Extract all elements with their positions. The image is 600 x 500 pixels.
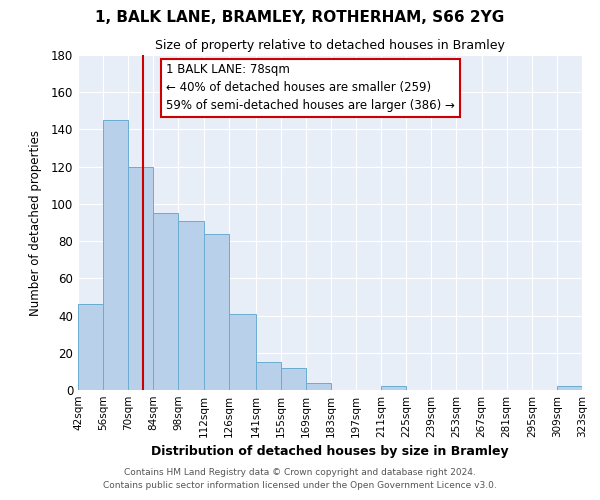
Text: 1 BALK LANE: 78sqm
← 40% of detached houses are smaller (259)
59% of semi-detach: 1 BALK LANE: 78sqm ← 40% of detached hou… [166,64,455,112]
Bar [281,368,306,390]
Text: Contains HM Land Registry data © Crown copyright and database right 2024.
Contai: Contains HM Land Registry data © Crown c… [103,468,497,490]
Bar [154,213,178,390]
Title: Size of property relative to detached houses in Bramley: Size of property relative to detached ho… [155,40,505,52]
Bar [78,304,103,390]
X-axis label: Distribution of detached houses by size in Bramley: Distribution of detached houses by size … [151,446,509,458]
Bar [381,386,406,390]
Y-axis label: Number of detached properties: Number of detached properties [29,130,43,316]
Bar [256,362,281,390]
Bar [178,220,203,390]
Bar [103,120,128,390]
Bar [203,234,229,390]
Bar [128,166,154,390]
Bar [306,382,331,390]
Bar [229,314,256,390]
Text: 1, BALK LANE, BRAMLEY, ROTHERHAM, S66 2YG: 1, BALK LANE, BRAMLEY, ROTHERHAM, S66 2Y… [95,10,505,25]
Bar [557,386,582,390]
